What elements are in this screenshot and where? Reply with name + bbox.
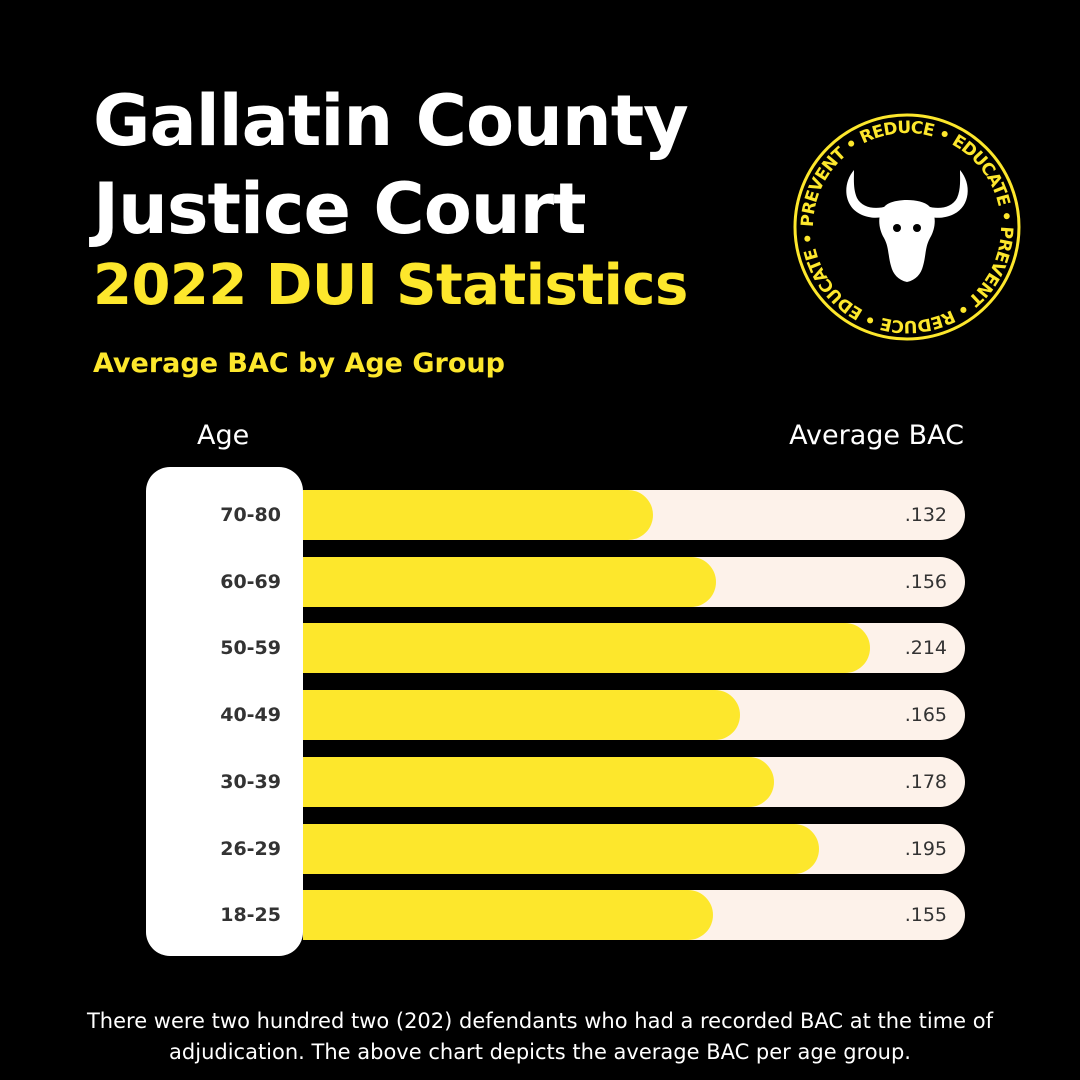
age-label: 26-29: [220, 837, 281, 860]
bar-track: .178: [303, 756, 965, 807]
chart-subtitle: Average BAC by Age Group: [93, 348, 505, 379]
bar-fill: [303, 890, 713, 941]
bar-fill: [303, 490, 653, 540]
bac-column-header: Average BAC: [789, 420, 964, 451]
bar-track: .214: [303, 623, 965, 674]
logo: PREVENT • REDUCE • EDUCATE • PREVENT • R…: [790, 110, 1024, 344]
age-label: 50-59: [220, 637, 281, 660]
bar-fill: [303, 690, 740, 741]
bar-fill: [303, 556, 716, 607]
age-panel: [146, 467, 303, 956]
age-label: 40-49: [220, 704, 281, 727]
value-label: .195: [904, 837, 947, 860]
bison-skull-icon: [846, 170, 968, 282]
bar-fill: [303, 756, 774, 807]
logo-ring: [793, 113, 1021, 341]
age-label: 30-39: [220, 770, 281, 793]
bar-track: .132: [303, 490, 965, 540]
age-label: 60-69: [220, 570, 281, 593]
value-label: .155: [904, 904, 947, 927]
value-label: .165: [904, 704, 947, 727]
bar-track: .195: [303, 823, 965, 874]
value-label: .132: [904, 504, 947, 526]
title-line-3: 2022 DUI Statistics: [93, 253, 688, 318]
age-column-header: Age: [197, 420, 250, 451]
value-label: .214: [904, 637, 947, 660]
footnote: There were two hundred two (202) defenda…: [86, 1009, 994, 1064]
logo-badge: PREVENT • REDUCE • EDUCATE • PREVENT • R…: [793, 113, 1021, 341]
title-line-2: Justice Court: [93, 168, 587, 250]
bar-track: .165: [303, 690, 965, 741]
title-line-1: Gallatin County: [93, 80, 689, 162]
bar-track: .155: [303, 890, 965, 941]
bar-track: .156: [303, 556, 965, 607]
bar-fill: [303, 823, 819, 874]
age-label: 18-25: [220, 904, 281, 927]
value-label: .156: [904, 570, 947, 593]
bar-fill: [303, 623, 870, 674]
age-label: 70-80: [220, 504, 281, 526]
value-label: .178: [904, 770, 947, 793]
